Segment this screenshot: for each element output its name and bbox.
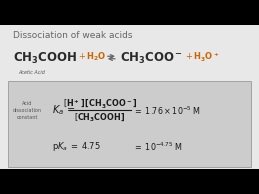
Text: $K_a\,=$: $K_a\,=$ xyxy=(52,104,75,118)
Text: Acetic Acid: Acetic Acid xyxy=(18,70,45,75)
FancyBboxPatch shape xyxy=(8,81,251,167)
Text: $[\bf{H^+}]\,[\bf{CH_3COO^-}]$: $[\bf{H^+}]\,[\bf{CH_3COO^-}]$ xyxy=(63,97,137,110)
Text: $+\,\bf{H_3O^+}$: $+\,\bf{H_3O^+}$ xyxy=(185,51,220,64)
Text: $=\;10^{-4.75}\;\mathrm{M}$: $=\;10^{-4.75}\;\mathrm{M}$ xyxy=(133,140,183,153)
Text: $=\;1.76\times10^{-5}\;\mathrm{M}$: $=\;1.76\times10^{-5}\;\mathrm{M}$ xyxy=(133,104,202,117)
Text: Acid
dissociation
constant: Acid dissociation constant xyxy=(13,101,42,120)
Text: $\mathrm{p}K_a\;=\;4.75$: $\mathrm{p}K_a\;=\;4.75$ xyxy=(52,140,100,153)
Text: $\bf{CH_3COOH}$: $\bf{CH_3COOH}$ xyxy=(13,51,77,66)
Text: $[\bf{CH_3COOH}]$: $[\bf{CH_3COOH}]$ xyxy=(74,111,125,123)
Text: Dissociation of weak acids: Dissociation of weak acids xyxy=(13,31,132,40)
Text: $+\,\bf{H_2O}$: $+\,\bf{H_2O}$ xyxy=(78,51,106,63)
Text: $\bf{CH_3COO^-}$: $\bf{CH_3COO^-}$ xyxy=(120,51,183,66)
FancyBboxPatch shape xyxy=(0,25,259,169)
